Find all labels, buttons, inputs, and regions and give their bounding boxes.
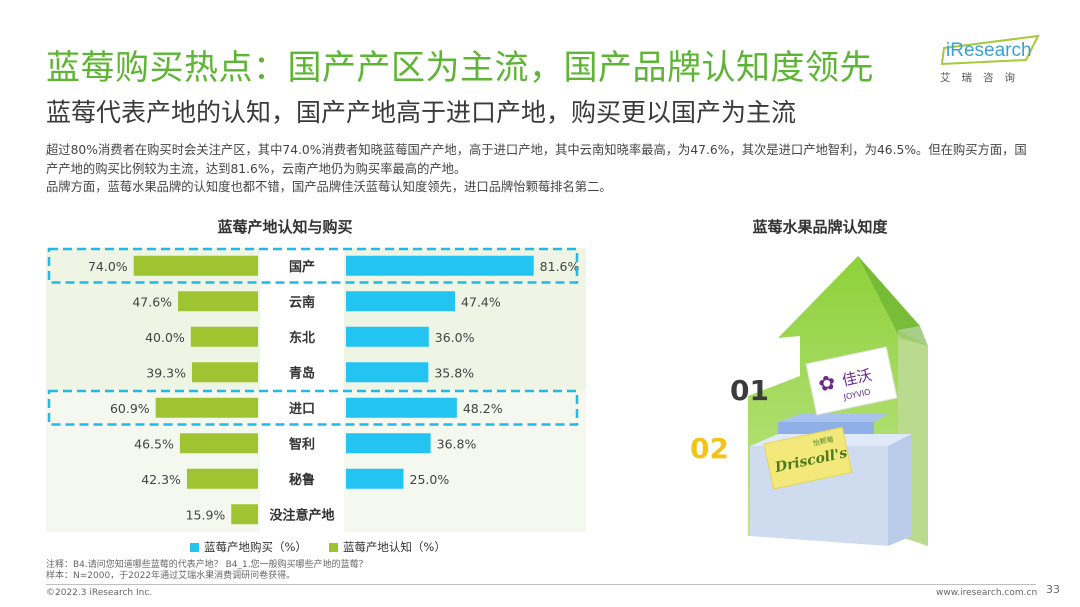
purchase-value-label: 36.0% — [435, 330, 475, 345]
category-label: 云南 — [289, 294, 315, 310]
purchase-value-label: 35.8% — [434, 365, 474, 380]
purchase-bar — [346, 255, 534, 276]
awareness-value-label: 42.3% — [141, 472, 181, 487]
purchase-value-label: 81.6% — [540, 259, 580, 274]
awareness-bar — [190, 326, 258, 347]
legend-label-awareness: 蓝莓产地认知（%） — [342, 540, 446, 554]
brand-chart-title: 蓝莓水果品牌认知度 — [752, 218, 888, 236]
category-label: 秘鲁 — [289, 472, 315, 488]
purchase-bar — [346, 326, 429, 347]
logo-graphic — [940, 34, 1040, 66]
awareness-value-label: 39.3% — [146, 365, 186, 380]
category-label: 青岛 — [289, 365, 315, 381]
page-title: 蓝莓购买热点：国产产区为主流，国产品牌认知度领先 — [46, 48, 874, 88]
awareness-bar — [186, 468, 258, 489]
rank-02-label: 02 — [690, 432, 729, 465]
purchase-value-label: 25.0% — [410, 472, 450, 487]
summary-paragraph-1: 超过80%消费者在购买时会关注产区，其中74.0%消费者知晓蓝莓国产产地，高于进… — [46, 143, 1027, 176]
category-label: 东北 — [289, 330, 315, 346]
rank-01-label: 01 — [730, 374, 769, 407]
legend-item-purchase: 蓝莓产地购买（%） — [190, 539, 307, 555]
driscolls-logo-cn: 怡颗莓 — [812, 435, 834, 448]
legend-item-awareness: 蓝莓产地认知（%） — [328, 539, 446, 555]
iresearch-logo: iResearch 艾瑞咨询 — [940, 34, 1040, 84]
footnote-line-2: 样本：N=2000，于2022年通过艾瑞水果消费调研问卷获得。 — [46, 571, 296, 581]
legend-swatch-purchase — [190, 542, 199, 552]
footer-divider — [46, 584, 1036, 585]
awareness-bar — [231, 504, 258, 525]
awareness-value-label: 46.5% — [134, 436, 174, 451]
legend-swatch-awareness — [328, 542, 338, 552]
logo-subtitle: 艾瑞咨询 — [940, 72, 1026, 84]
brand-card-driscolls: 怡颗莓 Driscoll's — [763, 426, 853, 490]
brand-ranking-graphic: ✿ 佳沃 JOYVIO 怡颗莓 Driscoll's 01 02 — [660, 246, 960, 556]
brand-card-joyvio: ✿ 佳沃 JOYVIO — [805, 346, 898, 416]
awareness-bar — [155, 397, 258, 418]
awareness-bar — [133, 255, 258, 276]
highlight-frame — [47, 247, 579, 284]
summary-paragraph-2: 品牌方面，蓝莓水果品牌的认知度也都不错，国产品牌佳沃蓝莓认知度领先，进口品牌怡颗… — [46, 180, 612, 194]
awareness-value-label: 47.6% — [132, 294, 172, 309]
logo-wordmark: iResearch — [946, 40, 1032, 61]
category-label: 进口 — [289, 402, 315, 417]
summary-text: 超过80%消费者在购买时会关注产区，其中74.0%消费者知晓蓝莓国产产地，高于进… — [46, 141, 1036, 197]
step-upper — [778, 422, 874, 434]
awareness-bar — [178, 291, 258, 312]
footnote-line-1: 注释：B4.请问您知道哪些蓝莓的代表产地？ B4_1.您一般购买哪些产地的蓝莓？ — [46, 560, 368, 570]
joyvio-logo-mark: ✿ — [816, 370, 837, 397]
footnote: 注释：B4.请问您知道哪些蓝莓的代表产地？ B4_1.您一般购买哪些产地的蓝莓？… — [46, 560, 368, 582]
purchase-bar — [346, 433, 431, 454]
page-subtitle: 蓝莓代表产地的认知，国产产地高于进口产地，购买更以国产为主流 — [46, 98, 797, 127]
purchase-value-label: 36.8% — [437, 436, 477, 451]
purchase-value-label: 48.2% — [463, 401, 503, 416]
origin-chart-title: 蓝莓产地认知与购买 — [217, 218, 353, 236]
awareness-bar — [179, 433, 258, 454]
brand-staircase-arrow: ✿ 佳沃 JOYVIO 怡颗莓 Driscoll's — [748, 256, 928, 546]
awareness-value-label: 60.9% — [110, 401, 150, 416]
origin-bar-chart: 国产 74.0% 81.6% 云南 47.6% 47.4% 东北 40.0% 36.0% 青岛 39… — [46, 247, 586, 532]
joyvio-logo-cn: 佳沃 — [840, 366, 873, 390]
awareness-value-label: 74.0% — [88, 259, 128, 274]
purchase-bar — [346, 291, 456, 312]
purchase-bar — [346, 468, 404, 489]
purchase-value-label: 47.4% — [461, 294, 501, 309]
purchase-bar — [346, 362, 429, 383]
page-number: 33 — [1046, 583, 1060, 596]
category-label: 没注意产地 — [269, 507, 334, 523]
awareness-value-label: 40.0% — [145, 330, 185, 345]
legend-label-purchase: 蓝莓产地购买（%） — [204, 540, 307, 554]
awareness-bar — [191, 362, 258, 383]
copyright: ©2022.3 iResearch Inc. — [46, 588, 153, 598]
awareness-value-label: 15.9% — [186, 507, 226, 522]
website: www.iresearch.com.cn — [936, 588, 1038, 598]
purchase-bar — [346, 397, 457, 418]
category-label: 国产 — [289, 259, 315, 275]
highlight-frame — [47, 389, 579, 426]
category-label: 智利 — [289, 436, 315, 452]
chart-legend: 蓝莓产地购买（%） 蓝莓产地认知（%） — [190, 539, 446, 555]
